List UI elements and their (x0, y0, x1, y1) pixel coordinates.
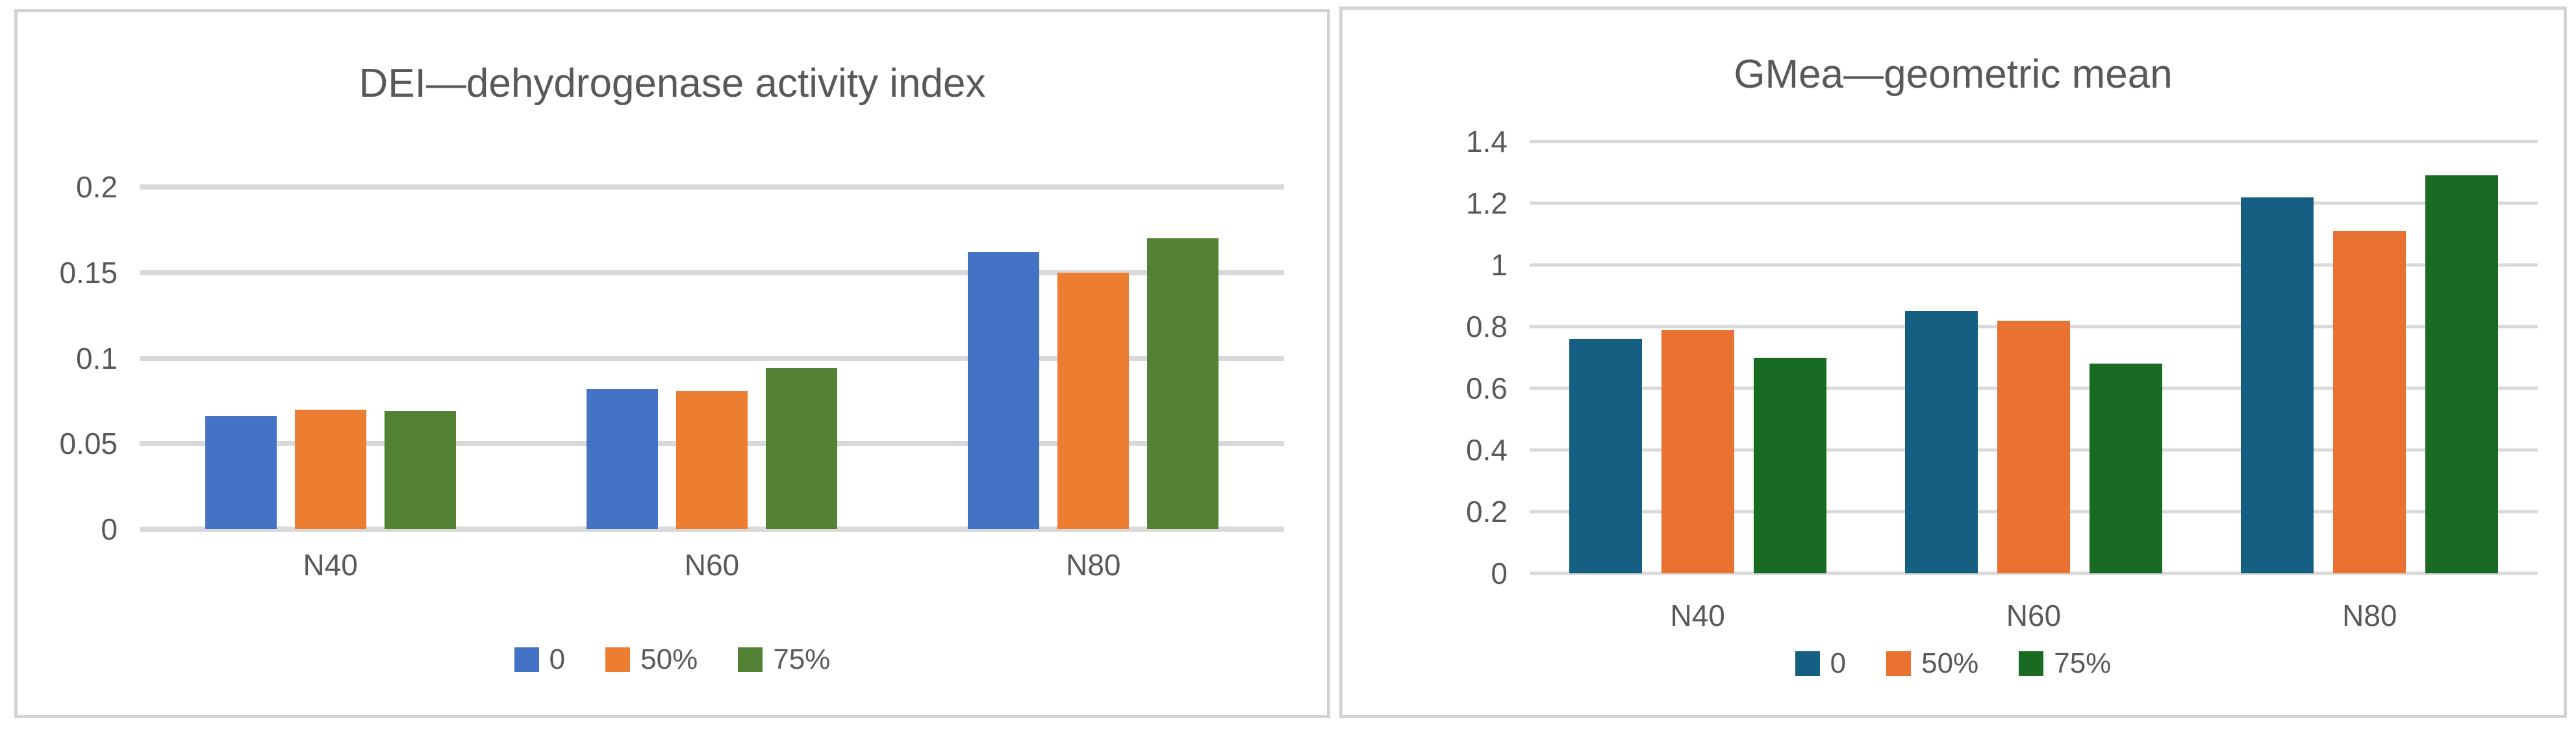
dei-plot-region: 0 0.05 0.1 0.15 0.2 (59, 172, 1284, 544)
dei-legend: 0 50% 75% (18, 645, 1327, 674)
legend-swatch-icon (1886, 651, 1912, 676)
bar-group-n40 (140, 187, 521, 529)
x-axis-label-n40: N40 (1670, 599, 1725, 632)
bar-n60-0 (1904, 311, 1978, 573)
legend-item-75pct: 75% (2019, 649, 2111, 678)
y-axis-tick-label: 0 (1491, 556, 1508, 590)
bar-n60-50pct (676, 390, 748, 529)
legend-label: 75% (2054, 647, 2112, 679)
bar-group-n80 (903, 187, 1284, 529)
gmea-x-axis-labels: N40 N60 N80 (1530, 598, 2538, 634)
y-axis-tick-label: 0.2 (1466, 495, 1508, 529)
y-axis-tick-label: 1 (1491, 248, 1508, 282)
bar-n40-0 (205, 416, 277, 529)
bar-n40-50pct (294, 409, 366, 529)
bar-n80-75pct (1147, 238, 1219, 529)
legend-item-50pct: 50% (605, 645, 698, 674)
legend-swatch-icon (605, 647, 631, 672)
bar-n40-75pct (384, 411, 456, 529)
y-axis-tick-label: 0.4 (1466, 433, 1508, 467)
y-axis-tick-label: 0 (101, 512, 118, 546)
gridline (140, 269, 1284, 275)
gmea-chart-panel: GMea—geometric mean 0 0.2 0.4 0.6 0.8 1 1.2 1.4… (1339, 6, 2567, 718)
y-axis-tick-label: 0.8 (1466, 310, 1508, 343)
x-axis-label-n80: N80 (2342, 599, 2397, 632)
bar-n60-75pct (2089, 364, 2162, 573)
bar-n60-50pct (1997, 320, 2070, 573)
bar-n60-75pct (765, 368, 837, 529)
gmea-bar-groups (1530, 142, 2538, 573)
dei-x-axis-labels: N40 N60 N80 (140, 547, 1284, 583)
gridline (140, 355, 1284, 361)
bar-n80-50pct (2333, 230, 2406, 573)
dei-plot-area (140, 184, 1284, 532)
gridline (140, 527, 1284, 532)
bar-group-n80 (2202, 142, 2538, 573)
bar-n40-0 (1569, 339, 1642, 573)
bar-n80-0 (2241, 197, 2314, 573)
legend-label: 75% (773, 643, 831, 675)
y-axis-tick-label: 0.05 (59, 427, 118, 461)
legend-label: 0 (1830, 647, 1847, 679)
dei-bar-groups (140, 187, 1284, 529)
bar-group-n60 (521, 187, 902, 529)
dei-chart-title: DEI—dehydrogenase activity index (359, 61, 986, 106)
bar-n80-75pct (2425, 175, 2499, 573)
legend-item-50pct: 50% (1886, 649, 1978, 678)
legend-swatch-icon (1795, 651, 1820, 676)
x-axis-label-n80: N80 (1066, 548, 1121, 582)
y-axis-tick-label: 0.1 (76, 341, 118, 375)
legend-swatch-icon (2019, 651, 2044, 676)
bar-n60-0 (586, 388, 658, 529)
bar-group-n40 (1530, 142, 1865, 573)
gmea-chart-title: GMea—geometric mean (1734, 52, 2173, 97)
gridline (1530, 263, 2538, 267)
legend-label: 50% (1921, 647, 1979, 679)
gmea-legend: 0 50% 75% (1343, 649, 2564, 678)
x-axis-label-n40: N40 (303, 548, 358, 582)
y-axis-tick-label: 1.4 (1466, 125, 1508, 158)
legend-swatch-icon (514, 647, 539, 672)
bar-n80-0 (968, 252, 1040, 529)
y-axis-tick-label: 0.15 (59, 255, 118, 290)
legend-label: 50% (640, 643, 698, 675)
y-axis-tick-label: 0.6 (1466, 371, 1508, 405)
x-axis-label-n60: N60 (2006, 599, 2062, 632)
gmea-plot-region: 0 0.2 0.4 0.6 0.8 1 1.2 1.4 (1466, 127, 2538, 588)
gmea-plot-area (1530, 140, 2538, 575)
bar-n40-75pct (1753, 357, 1826, 573)
y-axis-tick-label: 1.2 (1466, 186, 1508, 220)
gridline (140, 184, 1284, 190)
gridline (1530, 571, 2538, 575)
legend-item-75pct: 75% (738, 645, 830, 674)
bar-group-n60 (1865, 142, 2201, 573)
bar-n80-50pct (1057, 272, 1130, 529)
legend-label: 0 (549, 643, 566, 675)
dei-chart-panel: DEI—dehydrogenase activity index 0 0.05 0.… (14, 9, 1330, 718)
y-axis-tick-label: 0.2 (76, 170, 118, 204)
gridline (1530, 201, 2538, 205)
bar-n40-50pct (1661, 329, 1734, 573)
dei-y-axis: 0 0.05 0.1 0.15 0.2 (0, 172, 118, 544)
gridline (1530, 140, 2538, 143)
legend-item-0: 0 (514, 645, 565, 674)
x-axis-label-n60: N60 (684, 548, 740, 582)
legend-swatch-icon (738, 647, 763, 672)
legend-item-0: 0 (1795, 649, 1846, 678)
gmea-y-axis: 0 0.2 0.4 0.6 0.8 1 1.2 1.4 (1358, 127, 1508, 588)
